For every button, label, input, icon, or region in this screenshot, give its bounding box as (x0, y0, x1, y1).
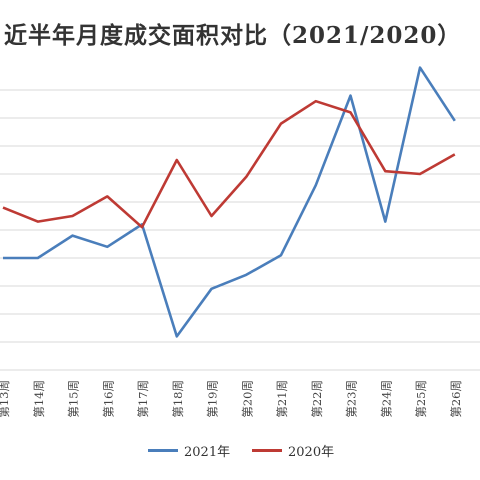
legend-label-2021: 2021年 (184, 445, 231, 460)
legend-item-2021: 2021年 (148, 441, 230, 460)
series-line-2021 (3, 66, 456, 338)
chart-title: 近半年月度成交面积对比（2021/2020） (4, 22, 462, 49)
legend-item-2020: 2020年 (252, 441, 334, 460)
x-tick-label: 第22周 (310, 380, 324, 418)
x-tick-label: 第21周 (275, 380, 289, 418)
x-tick-label: 第23周 (345, 380, 359, 418)
legend-label-2020: 2020年 (288, 445, 335, 460)
legend-swatch-2021 (148, 449, 178, 452)
x-tick-label: 第19周 (206, 380, 220, 418)
x-tick-label: 第14周 (32, 380, 46, 418)
series-line-2020 (2, 99, 456, 229)
x-tick-label: 第26周 (449, 380, 463, 418)
legend-swatch-2020 (252, 449, 282, 452)
x-tick-label: 第17周 (136, 380, 150, 418)
x-tick-label: 第20周 (240, 380, 254, 418)
x-tick-label: 第15周 (67, 380, 81, 418)
x-tick-label: 第25周 (414, 380, 428, 418)
x-tick-label: 第16周 (101, 380, 115, 418)
x-tick-label: 第24周 (379, 380, 393, 418)
x-tick-label: 第18周 (171, 380, 185, 418)
x-tick-label: 第13周 (0, 380, 11, 418)
